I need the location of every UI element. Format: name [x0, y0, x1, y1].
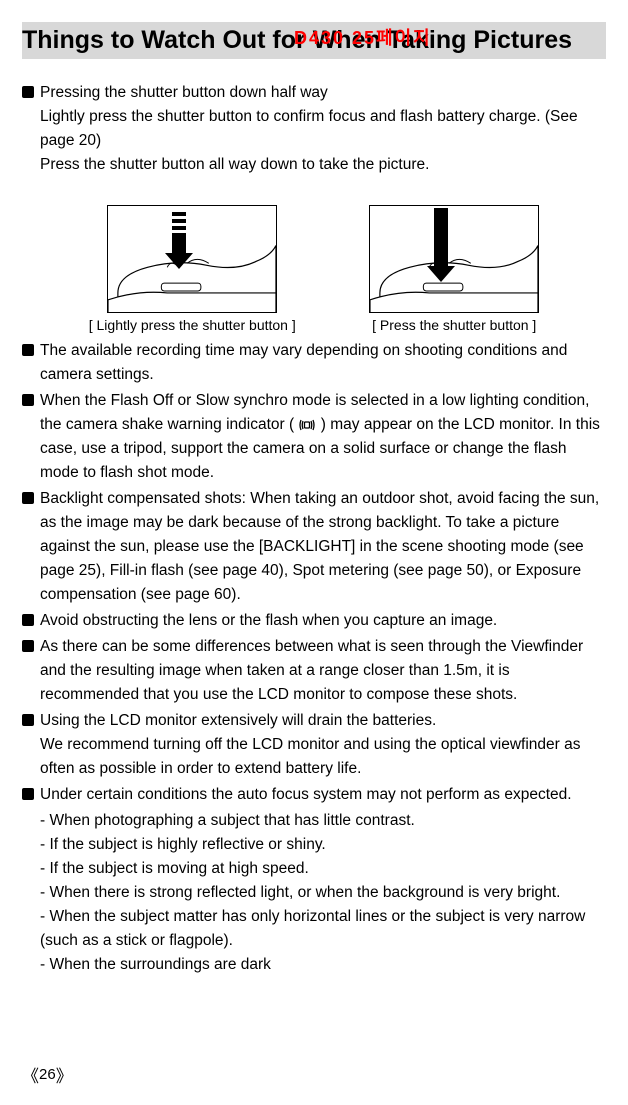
page-number: 《 26 》	[22, 1062, 73, 1087]
sub-item: - When the subject matter has only horiz…	[40, 905, 606, 953]
full-press-arrow-icon	[434, 208, 448, 268]
bullet-icon	[22, 394, 34, 406]
list-item: When the Flash Off or Slow synchro mode …	[22, 389, 606, 485]
bullet-icon	[22, 492, 34, 504]
bullet-text: Under certain conditions the auto focus …	[40, 783, 606, 807]
intro-line1: Lightly press the shutter button to conf…	[40, 108, 578, 149]
bullet-text: Using the LCD monitor extensively will d…	[40, 709, 606, 781]
hand-illustration-icon	[370, 206, 538, 313]
list-item: The available recording time may vary de…	[22, 339, 606, 387]
bullet-icon	[22, 640, 34, 652]
page-number-value: 26	[39, 1066, 56, 1083]
sub-items-list: - When photographing a subject that has …	[22, 809, 606, 977]
bullets-list: The available recording time may vary de…	[22, 339, 606, 807]
bullet-text: As there can be some differences between…	[40, 635, 606, 707]
bullet-text: The available recording time may vary de…	[40, 339, 606, 387]
list-item: Backlight compensated shots: When taking…	[22, 487, 606, 607]
figure-left-box	[107, 205, 277, 313]
intro-lead: Pressing the shutter button down half wa…	[40, 84, 328, 101]
figure-right-box	[369, 205, 539, 313]
figure-right-caption: [ Press the shutter button ]	[372, 317, 536, 333]
figures-row: [ Lightly press the shutter button ] [ P…	[22, 205, 606, 333]
intro-bullet: Pressing the shutter button down half wa…	[22, 81, 606, 177]
sub-item: - When there is strong reflected light, …	[40, 881, 606, 905]
bullet-text: Backlight compensated shots: When taking…	[40, 487, 606, 607]
bullet-icon	[22, 788, 34, 800]
header-label: D430 25페이지	[294, 24, 432, 50]
list-item: Under certain conditions the auto focus …	[22, 783, 606, 807]
intro-line2: Press the shutter button all way down to…	[40, 156, 429, 173]
angle-left-icon: 《	[22, 1062, 39, 1087]
sub-item: - If the subject is moving at high speed…	[40, 857, 606, 881]
intro-text: Pressing the shutter button down half wa…	[40, 81, 606, 177]
sub-item: - When the surroundings are dark	[40, 953, 606, 977]
bullet-icon	[22, 714, 34, 726]
bullet-text: When the Flash Off or Slow synchro mode …	[40, 389, 606, 485]
sub-item: - When photographing a subject that has …	[40, 809, 606, 833]
figure-left: [ Lightly press the shutter button ]	[89, 205, 296, 333]
bullet-icon	[22, 86, 34, 98]
list-item: Avoid obstructing the lens or the flash …	[22, 609, 606, 633]
angle-right-icon: 》	[56, 1062, 73, 1087]
camera-shake-icon	[298, 418, 316, 432]
list-item: As there can be some differences between…	[22, 635, 606, 707]
bullet-icon	[22, 344, 34, 356]
figure-left-caption: [ Lightly press the shutter button ]	[89, 317, 296, 333]
bullet-icon	[22, 614, 34, 626]
sub-item: - If the subject is highly reflective or…	[40, 833, 606, 857]
content: Pressing the shutter button down half wa…	[22, 81, 606, 977]
figure-right: [ Press the shutter button ]	[369, 205, 539, 333]
list-item: Using the LCD monitor extensively will d…	[22, 709, 606, 781]
half-press-arrow-icon	[172, 212, 186, 255]
bullet-text: Avoid obstructing the lens or the flash …	[40, 609, 606, 633]
